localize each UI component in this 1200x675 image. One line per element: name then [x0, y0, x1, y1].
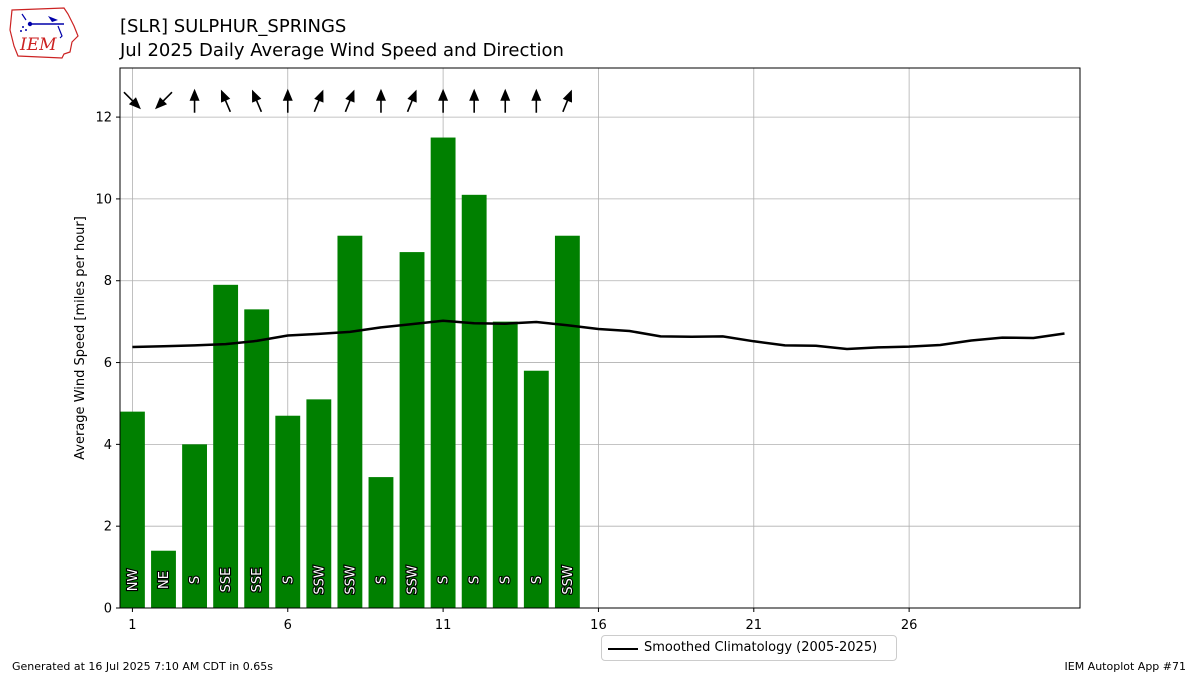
direction-label: S — [468, 576, 483, 584]
x-tick-label: 6 — [284, 618, 292, 633]
wind-speed-bar — [213, 284, 239, 608]
wind-direction-arrow-icon — [438, 88, 449, 113]
direction-label: S — [437, 576, 452, 584]
direction-label: SSW — [561, 565, 576, 595]
y-tick-label: 4 — [104, 438, 112, 453]
wind-speed-bar — [430, 137, 456, 608]
wind-speed-bar — [120, 411, 145, 608]
logo-text: IEM — [19, 35, 57, 55]
x-tick-label: 16 — [590, 618, 607, 633]
x-tick-label: 21 — [746, 618, 763, 633]
wind-direction-arrow-icon — [189, 88, 200, 113]
wind-speed-bar — [492, 321, 518, 608]
legend-label: Smoothed Climatology (2005-2025) — [644, 640, 878, 655]
wind-arrows-group — [123, 88, 573, 113]
bars-group — [120, 137, 580, 608]
direction-label: NW — [126, 569, 141, 592]
y-tick-label: 6 — [104, 356, 112, 371]
y-tick-label: 10 — [95, 192, 112, 207]
wind-direction-arrow-icon — [282, 88, 293, 113]
wind-direction-arrow-icon — [252, 89, 263, 113]
direction-label: SSW — [343, 565, 358, 595]
legend-line-swatch — [608, 648, 638, 650]
direction-label: S — [188, 576, 203, 584]
wind-speed-bar — [368, 477, 394, 608]
wind-direction-arrow-icon — [155, 91, 173, 110]
wind-direction-arrow-icon — [313, 89, 324, 113]
direction-label: SSE — [250, 568, 265, 593]
wind-speed-bar — [554, 235, 580, 608]
climatology-line — [132, 319, 1065, 351]
y-tick-label: 8 — [104, 274, 112, 289]
iem-logo: IEM — [8, 6, 80, 60]
wind-direction-arrow-icon — [562, 89, 573, 113]
direction-label: S — [281, 576, 296, 584]
x-tick-label: 1 — [128, 618, 136, 633]
direction-label: NE — [157, 571, 172, 589]
wind-direction-arrow-icon — [406, 89, 417, 113]
direction-labels-group: NW NE S SSE SSE S SSW SSW S SSW S S S S SSW — [125, 564, 577, 596]
y-tick-label: 12 — [95, 111, 112, 126]
wind-speed-bar — [306, 399, 332, 608]
wind-speed-bar — [461, 194, 487, 608]
x-tick-label: 11 — [435, 618, 452, 633]
footer-app-text: IEM Autoplot App #71 — [1064, 660, 1187, 673]
y-tick-label: 2 — [104, 520, 112, 535]
direction-label: SSW — [312, 565, 327, 595]
wind-speed-bar — [523, 370, 549, 608]
wind-direction-arrow-icon — [344, 89, 355, 113]
chart-title-description: Jul 2025 Daily Average Wind Speed and Di… — [120, 40, 564, 61]
direction-label: S — [530, 576, 545, 584]
footer-generated-text: Generated at 16 Jul 2025 7:10 AM CDT in … — [12, 660, 273, 673]
wind-speed-bar — [399, 252, 425, 608]
y-tick-label: 0 — [104, 602, 112, 617]
direction-label: S — [374, 576, 389, 584]
wind-speed-bar — [244, 309, 270, 608]
plot-area-frame — [119, 67, 1081, 609]
wind-speed-bar — [182, 444, 207, 608]
chart-title-station: [SLR] SULPHUR_SPRINGS — [120, 16, 347, 37]
wind-direction-arrow-icon — [469, 88, 480, 113]
wind-direction-arrow-icon — [531, 88, 542, 113]
direction-label: SSE — [219, 568, 234, 593]
wind-direction-arrow-icon — [123, 91, 141, 110]
wind-speed-bar — [337, 235, 363, 608]
climatology-line-group — [132, 319, 1065, 351]
wind-speed-bar — [275, 415, 301, 608]
wind-direction-arrow-icon — [500, 88, 511, 113]
wind-speed-bar — [151, 550, 176, 608]
iem-iowa-map-logo-icon: IEM — [9, 7, 79, 59]
direction-label: SSW — [406, 565, 421, 595]
chart-legend: Smoothed Climatology (2005-2025) — [601, 635, 897, 661]
wind-direction-arrow-icon — [220, 89, 232, 113]
direction-label: S — [499, 576, 514, 584]
wind-direction-arrow-icon — [375, 88, 386, 113]
x-tick-label: 26 — [901, 618, 918, 633]
y-axis-label: Average Wind Speed [miles per hour] — [73, 216, 88, 460]
